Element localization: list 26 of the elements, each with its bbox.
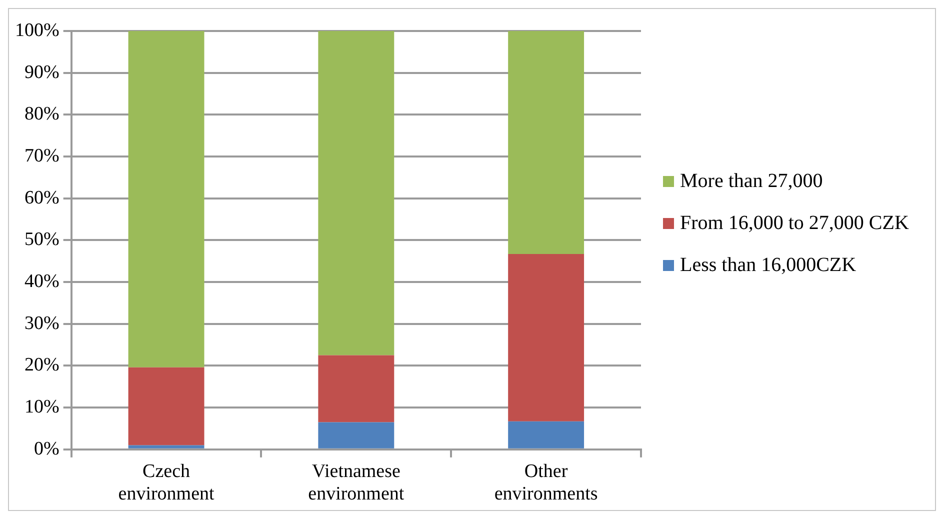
bar — [508, 254, 584, 422]
y-tick-label: 20% — [24, 354, 60, 376]
x-tick-label: Other environments — [494, 460, 598, 505]
bar — [128, 31, 204, 368]
y-tick-label: 100% — [15, 20, 60, 41]
y-tick-label: 70% — [24, 146, 60, 167]
y-tick-label: 40% — [24, 271, 60, 292]
y-tick-label: 90% — [24, 62, 60, 83]
bar — [318, 31, 394, 356]
bar — [128, 445, 204, 448]
x-tick-label: Czech environment — [118, 460, 216, 505]
bar — [508, 421, 584, 448]
y-tick-label: 50% — [24, 229, 60, 250]
bar — [128, 367, 204, 446]
y-tick-label: 30% — [24, 312, 60, 334]
legend-label: Less than 16,000CZK — [680, 253, 856, 277]
y-tick-label: 80% — [24, 104, 60, 125]
bar — [508, 31, 584, 254]
y-tick-label: 0% — [34, 438, 60, 460]
bar — [318, 422, 394, 448]
bar — [318, 355, 394, 422]
legend-label: From 16,000 to 27,000 CZK — [680, 211, 909, 235]
x-tick-label: Vietnamese environment — [308, 460, 405, 505]
y-tick-label: 10% — [24, 396, 60, 418]
y-tick-label: 60% — [24, 187, 60, 208]
legend-label: More than 27,000 — [680, 169, 823, 193]
